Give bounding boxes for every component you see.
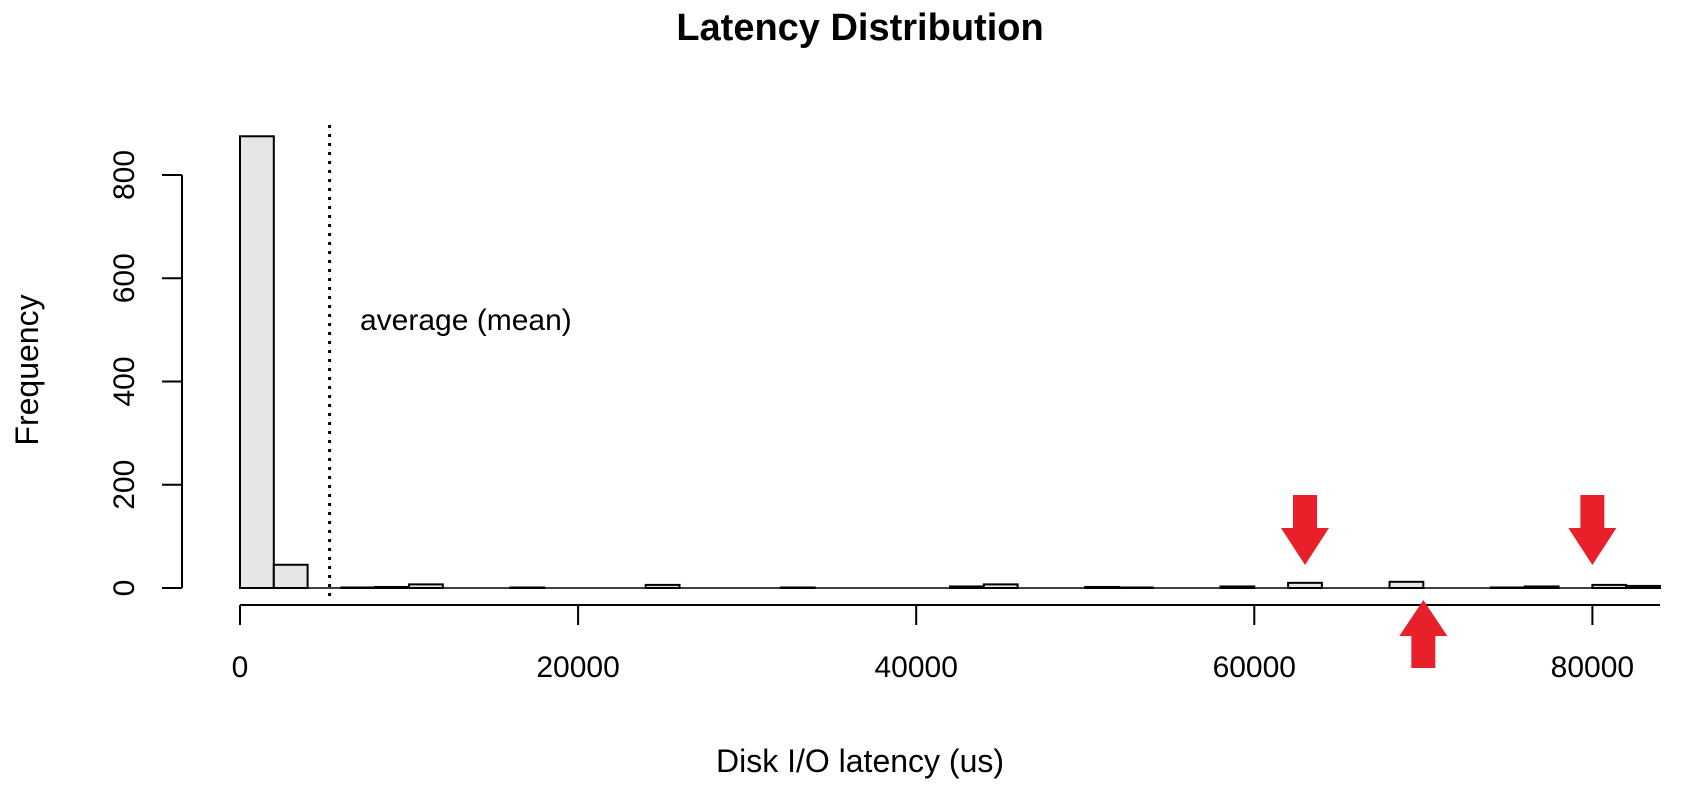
histogram-bar <box>982 583 1019 589</box>
histogram-bar <box>340 586 377 590</box>
x-tick-label: 80000 <box>1551 651 1634 684</box>
red-arrow-icon <box>1568 495 1617 565</box>
y-tick-label: 600 <box>108 253 141 303</box>
y-tick-label: 800 <box>108 150 141 200</box>
histogram-bar <box>1523 585 1560 589</box>
histogram-bar <box>1388 580 1425 589</box>
histogram-bar <box>1219 585 1256 589</box>
histogram-bar <box>644 583 681 590</box>
histogram-bar <box>1287 581 1323 590</box>
histogram-bar <box>374 585 411 590</box>
y-tick-label: 400 <box>108 356 141 406</box>
histogram-bar <box>239 135 275 589</box>
chart-title: Latency Distribution <box>676 7 1043 49</box>
histogram-bar <box>1489 586 1526 590</box>
y-axis-label: Frequency <box>9 294 45 445</box>
histogram-bar <box>1591 583 1628 590</box>
x-tick-label: 60000 <box>1213 651 1296 684</box>
histogram-bar <box>1118 586 1154 590</box>
y-tick-label: 0 <box>108 580 141 597</box>
x-tick-label: 0 <box>232 651 249 684</box>
x-axis: 0 20000 40000 60000 80000 <box>232 604 1660 684</box>
x-axis-label: Disk I/O latency (us) <box>716 743 1004 779</box>
histogram-bar <box>272 563 309 589</box>
histogram-bar <box>1625 584 1661 589</box>
histogram-bar <box>949 585 985 589</box>
histogram-bar <box>779 586 816 590</box>
histogram-bar <box>408 583 444 589</box>
x-tick-label: 40000 <box>874 651 957 684</box>
y-tick-label: 200 <box>108 460 141 510</box>
red-arrow-icon <box>1399 600 1448 668</box>
marker-arrows <box>1281 495 1617 668</box>
y-axis: 0 200 400 600 800 <box>108 150 183 597</box>
histogram-bar <box>509 586 546 590</box>
mean-annotation: average (mean) <box>360 304 572 337</box>
x-tick-label: 20000 <box>536 651 619 684</box>
histogram-bars <box>239 135 1661 590</box>
histogram-bar <box>1084 585 1121 590</box>
red-arrow-icon <box>1281 495 1329 565</box>
